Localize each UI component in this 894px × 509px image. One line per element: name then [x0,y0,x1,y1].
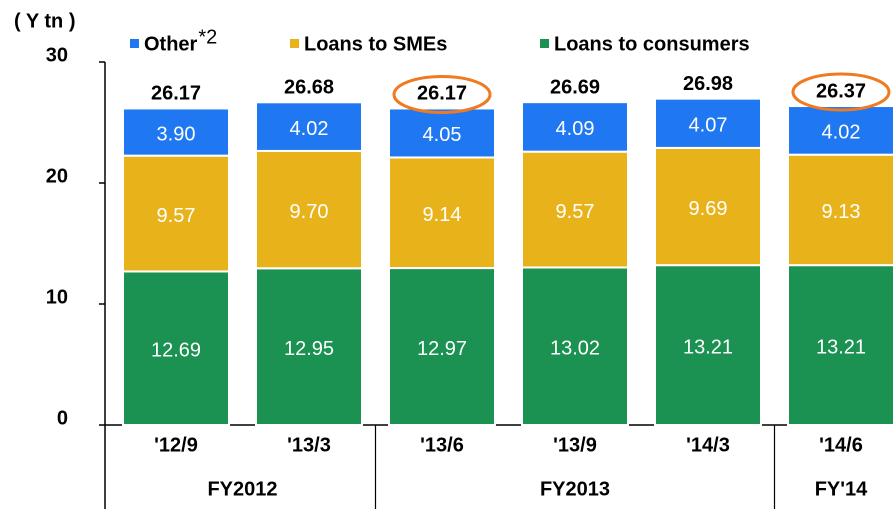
legend-swatch [540,39,549,48]
bar-segment [654,97,762,149]
bar-segment [787,264,894,426]
value-label: 13.21 [816,336,866,358]
value-label: 13.21 [683,336,733,358]
x-tick-label: '14/3 [686,434,730,456]
value-label: 9.13 [822,201,861,223]
bar-segment [521,101,629,153]
bar-segment [654,146,762,267]
value-label: 9.14 [423,204,462,226]
value-label: 4.02 [822,122,861,144]
x-tick-label: '12/9 [154,434,198,456]
value-label: 12.69 [151,340,201,362]
bar-segment [654,264,762,426]
bar-segment [122,154,230,273]
value-label: 9.57 [157,205,196,227]
value-label: 4.02 [290,118,329,140]
value-label: 4.07 [689,115,728,137]
value-label: 9.57 [556,201,595,223]
x-tick-label: '13/3 [287,434,331,456]
value-label: 3.90 [157,123,196,145]
legend-swatch [130,39,139,48]
bar-segment [787,153,894,267]
legend-swatch [290,39,299,48]
legend-note: *2 [198,26,217,48]
y-tick-label: 30 [46,44,68,66]
group-label: FY2013 [540,478,610,500]
bar-segment [521,150,629,269]
value-label: 12.95 [284,338,334,360]
bar-segment [787,105,894,156]
value-label: 4.09 [556,118,595,140]
y-tick-label: 20 [46,165,68,187]
y-tick-label: 0 [57,407,68,429]
highlight [392,74,492,114]
total-label: 26.37 [816,80,866,102]
x-tick-label: '14/6 [819,434,863,456]
highlight [791,72,891,112]
value-label: 9.69 [689,198,728,220]
value-label: 12.97 [417,338,467,360]
legend-label: Loans to SMEs [304,33,447,55]
bar-segment [122,270,230,426]
y-tick-label: 10 [46,286,68,308]
value-label: 4.05 [423,124,462,146]
total-label: 26.17 [151,83,201,105]
total-label: 26.17 [417,83,467,105]
bar-segment [255,267,363,426]
group-label: FY'14 [815,478,868,500]
group-label: FY2012 [207,478,277,500]
bar-segment [255,101,363,152]
legend-label: Other [144,33,198,55]
bar-segment [388,107,496,159]
bar-segment [122,107,230,157]
bar-segment [255,149,363,270]
legend-label: Loans to consumers [554,33,750,55]
bar-segment [388,156,496,270]
value-label: 9.70 [290,201,329,223]
value-label: 13.02 [550,338,600,360]
total-label: 26.69 [550,76,600,98]
x-tick-label: '13/6 [420,434,464,456]
total-label: 26.68 [284,77,334,99]
axis-label: ( Y tn ) [14,10,75,32]
bar-segment [521,266,629,427]
total-label: 26.98 [683,73,733,95]
x-tick-label: '13/9 [553,434,597,456]
